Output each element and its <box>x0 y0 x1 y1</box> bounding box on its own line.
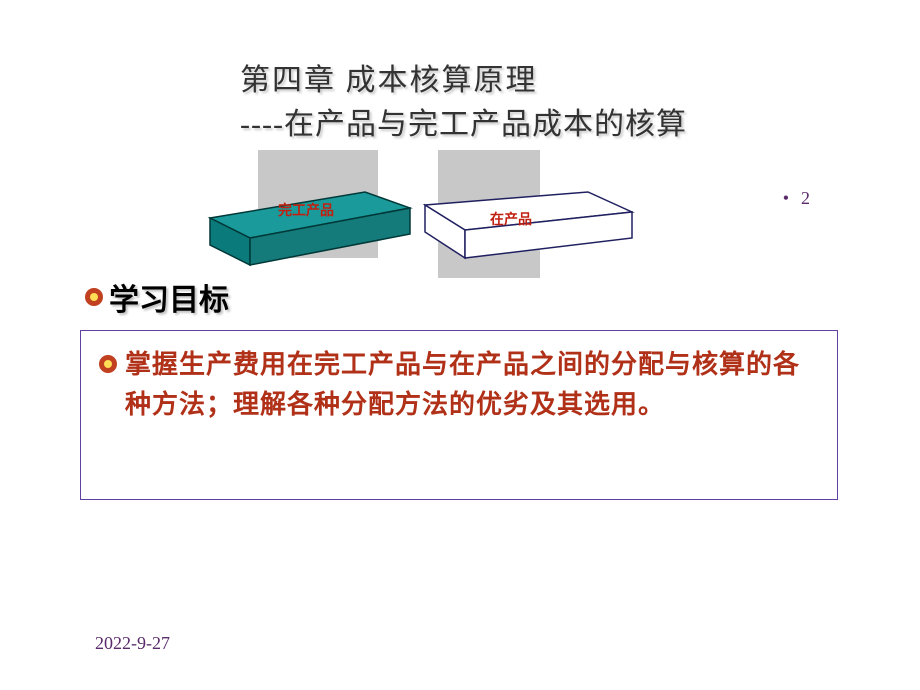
content-box: 掌握生产费用在完工产品与在产品之间的分配与核算的各种方法；理解各种分配方法的优劣… <box>80 330 838 500</box>
bullet-icon <box>85 288 103 306</box>
subheading: 学习目标 <box>85 275 229 319</box>
box-diagram: 完工产品 在产品 <box>200 150 660 300</box>
title-line-2: ----在产品与完工产品成本的核算 <box>240 99 687 143</box>
finished-product-label: 完工产品 <box>278 202 334 219</box>
bullet-icon <box>99 355 117 373</box>
content-text: 掌握生产费用在完工产品与在产品之间的分配与核算的各种方法；理解各种分配方法的优劣… <box>125 345 819 426</box>
content-paragraph: 掌握生产费用在完工产品与在产品之间的分配与核算的各种方法；理解各种分配方法的优劣… <box>99 345 819 426</box>
finished-product-box: 完工产品 <box>210 192 410 265</box>
footer-date: 2022-9-27 <box>95 633 170 654</box>
subheading-text: 学习目标 <box>109 275 229 319</box>
page-number-value: 2 <box>801 188 810 208</box>
slide-title: 第四章 成本核算原理 ----在产品与完工产品成本的核算 <box>240 55 687 143</box>
page-number: •2 <box>783 188 810 209</box>
wip-product-label: 在产品 <box>490 211 532 228</box>
page-number-bullet: • <box>783 188 789 208</box>
title-line-1: 第四章 成本核算原理 <box>240 55 687 99</box>
wip-product-box: 在产品 <box>425 192 632 258</box>
